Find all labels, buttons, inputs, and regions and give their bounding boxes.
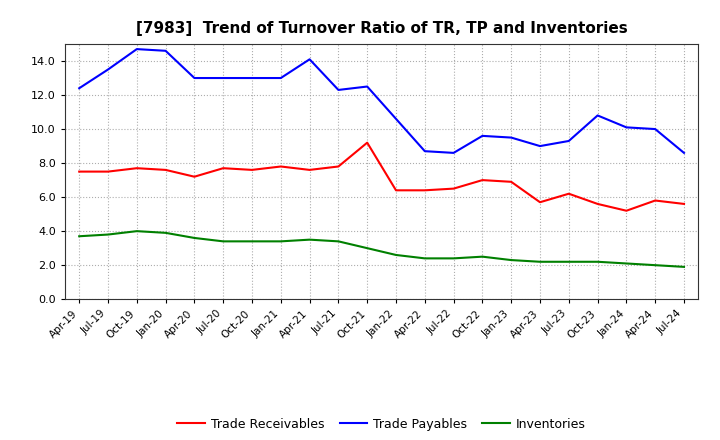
- Inventories: [622, 261, 631, 266]
- Trade Payables: [161, 48, 170, 53]
- Inventories: [75, 234, 84, 239]
- Trade Receivables: [276, 164, 285, 169]
- Trade Receivables: [219, 165, 228, 171]
- Trade Receivables: [104, 169, 112, 174]
- Inventories: [651, 263, 660, 268]
- Trade Receivables: [75, 169, 84, 174]
- Trade Receivables: [305, 167, 314, 172]
- Trade Payables: [593, 113, 602, 118]
- Inventories: [104, 232, 112, 237]
- Trade Receivables: [680, 201, 688, 206]
- Trade Payables: [219, 75, 228, 81]
- Inventories: [478, 254, 487, 259]
- Trade Payables: [536, 143, 544, 149]
- Trade Receivables: [536, 200, 544, 205]
- Inventories: [680, 264, 688, 270]
- Trade Receivables: [507, 179, 516, 184]
- Trade Receivables: [478, 177, 487, 183]
- Inventories: [161, 230, 170, 235]
- Line: Inventories: Inventories: [79, 231, 684, 267]
- Inventories: [593, 259, 602, 264]
- Trade Receivables: [363, 140, 372, 145]
- Trade Payables: [190, 75, 199, 81]
- Trade Receivables: [622, 208, 631, 213]
- Inventories: [190, 235, 199, 241]
- Trade Payables: [392, 116, 400, 121]
- Trade Receivables: [420, 188, 429, 193]
- Trade Payables: [334, 87, 343, 92]
- Inventories: [564, 259, 573, 264]
- Trade Receivables: [449, 186, 458, 191]
- Trade Receivables: [564, 191, 573, 196]
- Inventories: [420, 256, 429, 261]
- Trade Payables: [507, 135, 516, 140]
- Trade Payables: [104, 67, 112, 72]
- Trade Payables: [478, 133, 487, 139]
- Trade Receivables: [190, 174, 199, 180]
- Trade Payables: [680, 150, 688, 155]
- Inventories: [219, 239, 228, 244]
- Inventories: [363, 246, 372, 251]
- Trade Receivables: [248, 167, 256, 172]
- Title: [7983]  Trend of Turnover Ratio of TR, TP and Inventories: [7983] Trend of Turnover Ratio of TR, TP…: [136, 21, 627, 36]
- Legend: Trade Receivables, Trade Payables, Inventories: Trade Receivables, Trade Payables, Inven…: [172, 413, 591, 436]
- Trade Payables: [132, 47, 141, 52]
- Line: Trade Payables: Trade Payables: [79, 49, 684, 153]
- Inventories: [392, 252, 400, 257]
- Inventories: [248, 239, 256, 244]
- Line: Trade Receivables: Trade Receivables: [79, 143, 684, 211]
- Trade Receivables: [651, 198, 660, 203]
- Inventories: [305, 237, 314, 242]
- Trade Payables: [75, 86, 84, 91]
- Trade Payables: [622, 125, 631, 130]
- Trade Receivables: [334, 164, 343, 169]
- Trade Receivables: [161, 167, 170, 172]
- Trade Payables: [363, 84, 372, 89]
- Trade Payables: [564, 138, 573, 143]
- Inventories: [536, 259, 544, 264]
- Inventories: [132, 228, 141, 234]
- Inventories: [334, 239, 343, 244]
- Trade Payables: [305, 57, 314, 62]
- Inventories: [276, 239, 285, 244]
- Trade Payables: [420, 149, 429, 154]
- Trade Payables: [651, 126, 660, 132]
- Trade Receivables: [132, 165, 141, 171]
- Inventories: [449, 256, 458, 261]
- Trade Payables: [248, 75, 256, 81]
- Trade Payables: [276, 75, 285, 81]
- Trade Receivables: [593, 201, 602, 206]
- Inventories: [507, 257, 516, 263]
- Trade Receivables: [392, 188, 400, 193]
- Trade Payables: [449, 150, 458, 155]
